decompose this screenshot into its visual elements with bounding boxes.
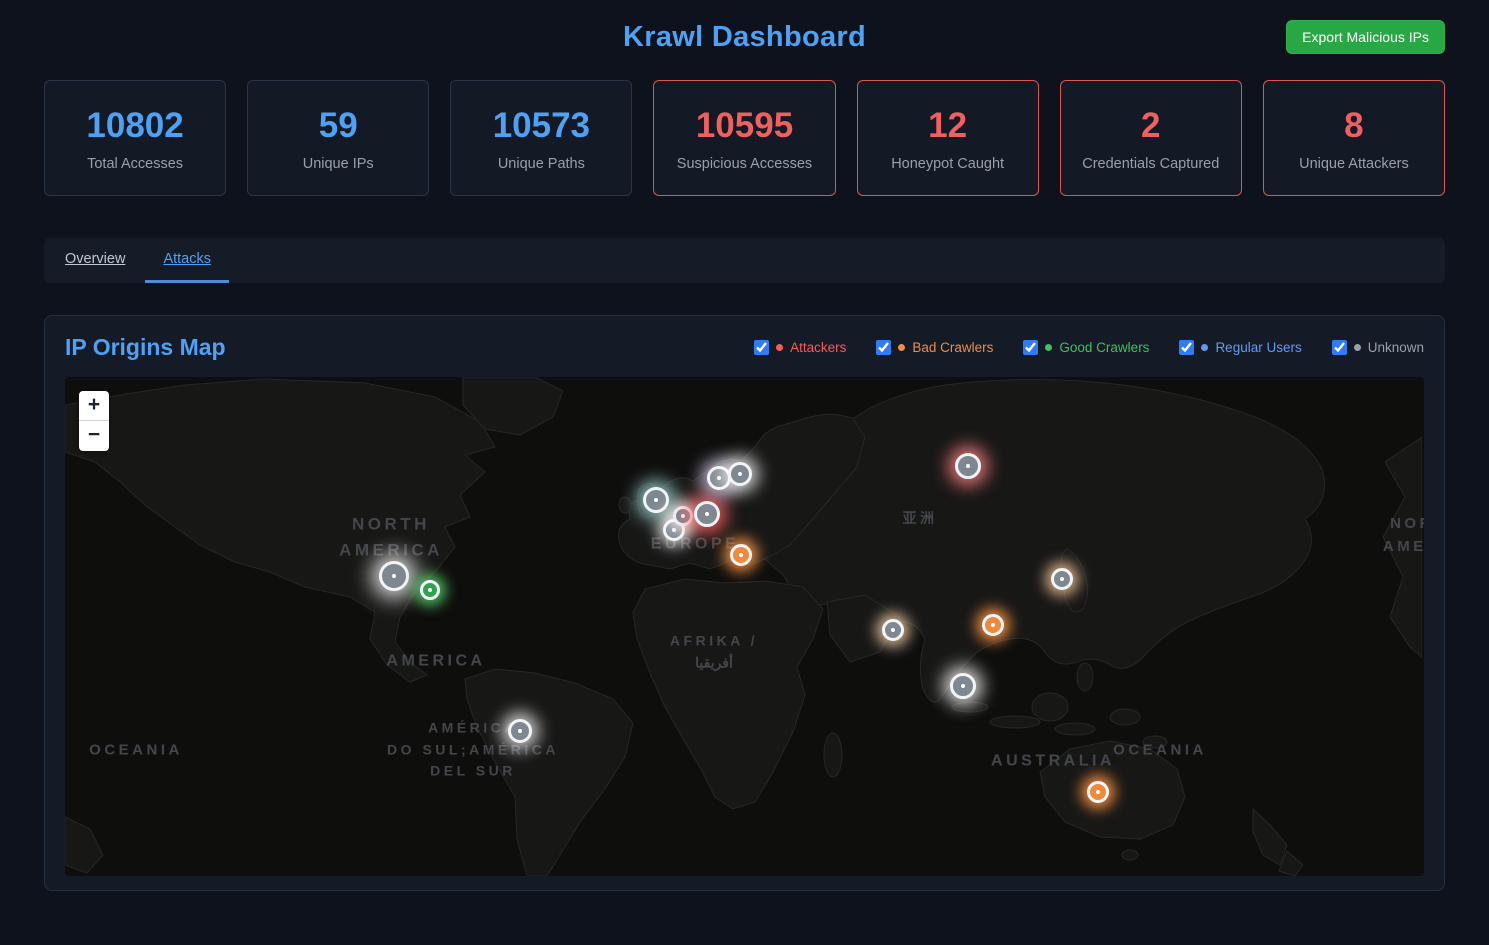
map-marker-attacker[interactable] bbox=[694, 501, 720, 527]
legend-dot-icon bbox=[898, 344, 906, 351]
zoom-in-button[interactable]: + bbox=[79, 391, 109, 421]
legend-label: Good Crawlers bbox=[1059, 340, 1150, 355]
stat-value: 10595 bbox=[695, 106, 794, 145]
marker-center-dot bbox=[739, 553, 743, 557]
marker-center-dot bbox=[428, 588, 432, 592]
marker-center-dot bbox=[717, 476, 721, 480]
marker-center-dot bbox=[672, 528, 676, 532]
map-marker-regular-user[interactable] bbox=[643, 487, 669, 513]
stat-value: 10573 bbox=[492, 106, 591, 145]
tab-bar: Overview Attacks bbox=[44, 238, 1445, 283]
legend-dot-icon bbox=[1353, 344, 1361, 351]
stat-value: 12 bbox=[928, 106, 968, 145]
krawl-dashboard-page: Krawl Dashboard Export Malicious IPs 108… bbox=[44, 0, 1445, 891]
marker-center-dot bbox=[705, 512, 709, 516]
map-marker-unknown[interactable] bbox=[508, 719, 532, 743]
stat-card-credentials-captured: 2 Credentials Captured bbox=[1059, 80, 1242, 196]
map-marker-unknown[interactable] bbox=[673, 506, 693, 526]
page-title: Krawl Dashboard bbox=[623, 20, 866, 53]
legend-item-unknown[interactable]: Unknown bbox=[1331, 340, 1424, 355]
legend-label: Unknown bbox=[1367, 340, 1424, 355]
legend-item-good-crawlers[interactable]: Good Crawlers bbox=[1023, 340, 1149, 355]
legend-label: Bad Crawlers bbox=[912, 340, 994, 355]
map-marker-unknown[interactable] bbox=[707, 466, 731, 490]
map-marker-bad-crawler[interactable] bbox=[730, 544, 752, 566]
marker-center-dot bbox=[891, 628, 895, 632]
export-malicious-ips-button[interactable]: Export Malicious IPs bbox=[1286, 20, 1445, 54]
panel-header: IP Origins Map Attackers Bad Crawlers Good… bbox=[65, 334, 1424, 361]
marker-center-dot bbox=[392, 574, 396, 578]
stat-value: 8 bbox=[1344, 106, 1364, 145]
legend-checkbox-good-crawlers[interactable] bbox=[1023, 340, 1039, 355]
zoom-out-button[interactable]: − bbox=[87, 423, 101, 446]
stats-row: 10802 Total Accesses 59 Unique IPs 10573 Uniq… bbox=[44, 80, 1445, 196]
marker-center-dot bbox=[1096, 790, 1100, 794]
stat-card-unique-paths: 10573 Unique Paths bbox=[450, 80, 633, 196]
stat-label: Honeypot Caught bbox=[891, 156, 1005, 172]
stat-card-unique-attackers: 8 Unique Attackers bbox=[1262, 80, 1445, 196]
marker-center-dot bbox=[991, 623, 995, 627]
legend-label: Attackers bbox=[790, 340, 847, 355]
legend-dot-icon bbox=[1201, 344, 1209, 351]
legend-label: Regular Users bbox=[1215, 340, 1302, 355]
legend-dot-icon bbox=[1045, 344, 1053, 351]
map-marker-attacker[interactable] bbox=[955, 453, 981, 479]
stat-card-honeypot-caught: 12 Honeypot Caught bbox=[856, 80, 1039, 196]
map-legend: Attackers Bad Crawlers Good Crawlers Regula… bbox=[754, 340, 1424, 355]
stat-card-suspicious-accesses: 10595 Suspicious Accesses bbox=[653, 80, 836, 196]
map-marker-unknown[interactable] bbox=[379, 561, 409, 591]
legend-item-regular-users[interactable]: Regular Users bbox=[1179, 340, 1302, 355]
legend-item-bad-crawlers[interactable]: Bad Crawlers bbox=[876, 340, 993, 355]
map-marker-unknown[interactable] bbox=[882, 619, 904, 641]
legend-checkbox-unknown[interactable] bbox=[1331, 340, 1347, 355]
stat-label: Suspicious Accesses bbox=[676, 156, 813, 172]
marker-center-dot bbox=[738, 472, 742, 476]
stat-card-total-accesses: 10802 Total Accesses bbox=[44, 80, 227, 196]
tab-overview[interactable]: Overview bbox=[65, 251, 126, 267]
stat-label: Total Accesses bbox=[87, 156, 184, 172]
ip-origins-panel: IP Origins Map Attackers Bad Crawlers Good… bbox=[44, 315, 1445, 891]
stat-label: Unique Attackers bbox=[1299, 156, 1409, 172]
marker-center-dot bbox=[518, 729, 522, 733]
map-marker-unknown[interactable] bbox=[950, 673, 976, 699]
legend-dot-icon bbox=[776, 344, 784, 351]
legend-item-attackers[interactable]: Attackers bbox=[754, 340, 846, 355]
marker-center-dot bbox=[961, 684, 965, 688]
map-marker-bad-crawler[interactable] bbox=[1087, 781, 1109, 803]
legend-checkbox-bad-crawlers[interactable] bbox=[876, 340, 892, 355]
stat-label: Credentials Captured bbox=[1082, 156, 1220, 172]
tab-attacks[interactable]: Attacks bbox=[145, 238, 229, 283]
stat-label: Unique Paths bbox=[497, 156, 585, 172]
world-map-landmasses bbox=[65, 377, 1422, 876]
page-header: Krawl Dashboard Export Malicious IPs bbox=[44, 0, 1445, 74]
map-marker-bad-crawler[interactable] bbox=[982, 614, 1004, 636]
panel-title: IP Origins Map bbox=[65, 334, 226, 360]
map-zoom-control: + − bbox=[79, 391, 109, 451]
marker-center-dot bbox=[681, 514, 685, 518]
marker-center-dot bbox=[1060, 577, 1064, 581]
map-marker-unknown[interactable] bbox=[728, 462, 752, 486]
marker-center-dot bbox=[966, 464, 970, 468]
map-marker-unknown[interactable] bbox=[1051, 568, 1073, 590]
marker-center-dot bbox=[654, 498, 658, 502]
stat-value: 2 bbox=[1141, 106, 1161, 145]
stat-value: 59 bbox=[318, 106, 358, 145]
map-marker-good-crawler[interactable] bbox=[420, 580, 440, 600]
stat-label: Unique IPs bbox=[302, 156, 374, 172]
world-map[interactable]: NORTH AMERICA AMERICA EUROPE AFRIKA / أفريقيا… bbox=[65, 377, 1424, 876]
stat-card-unique-ips: 59 Unique IPs bbox=[247, 80, 430, 196]
legend-checkbox-regular-users[interactable] bbox=[1179, 340, 1195, 355]
stat-value: 10802 bbox=[86, 106, 184, 145]
legend-checkbox-attackers[interactable] bbox=[754, 340, 770, 355]
